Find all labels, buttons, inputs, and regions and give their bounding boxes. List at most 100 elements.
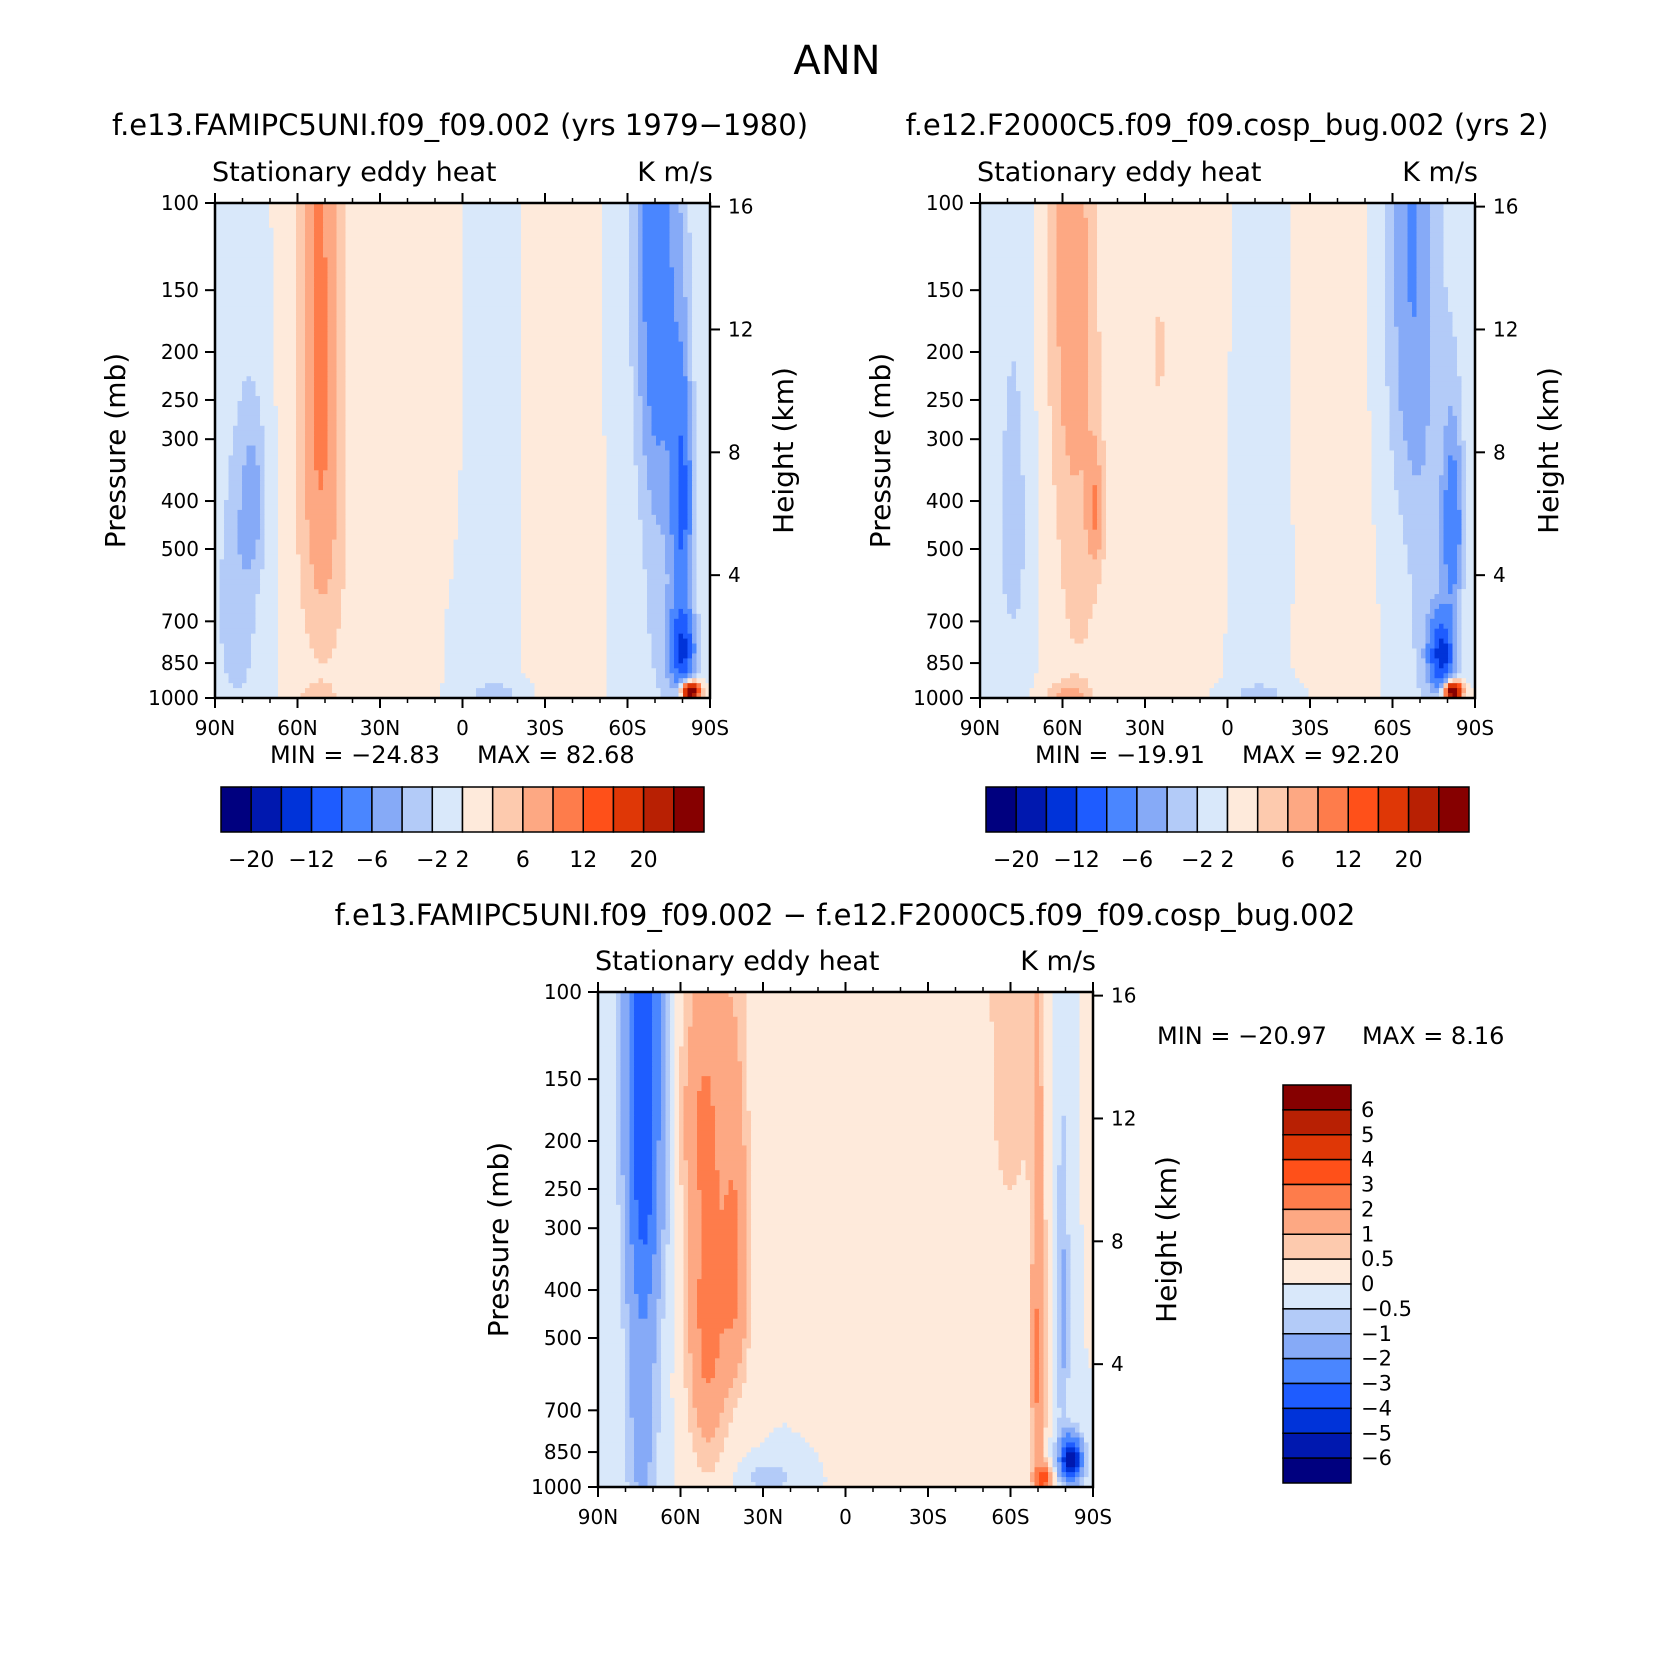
contour-cell: [1025, 509, 1040, 516]
contour-cell: [598, 1061, 617, 1067]
contour-cell: [327, 391, 338, 397]
contour-cell: [1457, 554, 1463, 560]
contour-cell: [278, 618, 306, 625]
contour-cell: [215, 519, 225, 526]
contour-cell: [1290, 663, 1382, 669]
contour-cell: [309, 529, 338, 536]
contour-cell: [305, 435, 315, 442]
contour-cell: [1002, 519, 1026, 526]
contour-cell: [683, 539, 689, 546]
contour-cell: [746, 1209, 752, 1216]
contour-cell: [683, 1234, 689, 1241]
contour-cell: [1448, 306, 1476, 313]
contour-cell: [1416, 222, 1431, 229]
contour-cell: [1039, 1001, 1045, 1008]
contour-cell: [1070, 1254, 1085, 1260]
contour-cell: [246, 450, 257, 457]
contour-cell: [665, 1091, 671, 1097]
contour-cell: [687, 306, 693, 313]
contour-cell: [305, 252, 315, 259]
contour-cell: [616, 1190, 626, 1196]
contour-cell: [1457, 549, 1463, 556]
contour-cell: [661, 1036, 667, 1043]
contour-cell: [994, 1021, 1036, 1028]
contour-cell: [751, 1224, 1031, 1231]
contour-cell: [345, 203, 464, 209]
contour-cell: [341, 623, 446, 630]
contour-cell: [1457, 485, 1463, 491]
contour-cell: [1061, 401, 1089, 407]
contour-cell: [1002, 584, 1022, 590]
contour-cell: [1394, 321, 1431, 328]
contour-cell: [1443, 282, 1476, 288]
contour-cell: [652, 1269, 662, 1275]
contour-cell: [633, 420, 644, 427]
contour-cell: [453, 574, 522, 580]
contour-cell: [1097, 316, 1157, 323]
contour-cell: [314, 465, 329, 471]
contour-cell: [683, 1001, 694, 1008]
contour-cell: [620, 1120, 631, 1127]
contour-cell: [345, 316, 464, 323]
contour-cell: [1376, 574, 1413, 580]
contour-cell: [327, 346, 338, 353]
contour-cell: [696, 386, 711, 392]
contour-cell: [1448, 678, 1454, 684]
contour-cell: [305, 371, 315, 377]
contour-cell: [1025, 500, 1040, 506]
contour-cell: [521, 401, 603, 407]
contour-cell: [688, 1081, 703, 1087]
contour-cell: [670, 1021, 676, 1028]
contour-cell: [661, 1006, 667, 1013]
contour-cell: [314, 207, 324, 214]
contour-cell: [1047, 336, 1058, 343]
contour-cell: [1034, 1199, 1045, 1206]
contour-cell: [305, 272, 315, 278]
contour-cell: [327, 257, 338, 263]
contour-cell: [701, 1269, 739, 1275]
contour-cell: [1030, 1219, 1036, 1226]
contour-cell: [1061, 554, 1094, 560]
contour-cell: [651, 633, 666, 640]
contour-cell: [652, 1110, 662, 1117]
contour-cell: [980, 559, 1004, 565]
contour-cell: [1039, 1066, 1045, 1072]
contour-cell: [278, 460, 297, 466]
contour-cell: [1403, 430, 1427, 437]
contour-cell: [264, 485, 279, 491]
contour-cell: [678, 460, 684, 466]
contour-cell: [1047, 282, 1058, 288]
contour-cell: [1043, 1086, 1054, 1092]
contour-cell: [1367, 341, 1386, 348]
contour-cell: [1101, 391, 1229, 397]
contour-cell: [1061, 405, 1089, 412]
contour-cell: [1430, 618, 1454, 625]
contour-cell: [683, 544, 689, 551]
contour-cell: [1061, 1279, 1067, 1285]
contour-cell: [215, 460, 230, 466]
contour-cell: [728, 1190, 739, 1196]
contour-cell: [1061, 574, 1103, 580]
contour-cell: [602, 391, 635, 397]
contour-cell: [332, 688, 441, 694]
contour-cell: [1088, 277, 1098, 283]
contour-cell: [647, 356, 684, 362]
contour-cell: [656, 1209, 667, 1216]
contour-cell: [692, 297, 711, 303]
contour-cell: [260, 420, 279, 427]
contour-cell: [638, 1224, 649, 1231]
contour-cell: [687, 584, 693, 590]
contour-cell: [1389, 440, 1409, 447]
contour-cell: [742, 1115, 752, 1122]
contour-cell: [453, 564, 522, 570]
contour-cell: [1066, 1120, 1081, 1127]
contour-cell: [305, 262, 315, 268]
contour-cell: [296, 207, 306, 214]
contour-cell: [1412, 613, 1427, 620]
contour-cell: [688, 1224, 703, 1231]
contour-cell: [1038, 658, 1224, 664]
contour-cell: [296, 420, 306, 427]
contour-cell: [629, 232, 639, 239]
contour-cell: [278, 514, 297, 521]
contour-cell: [1443, 450, 1463, 457]
